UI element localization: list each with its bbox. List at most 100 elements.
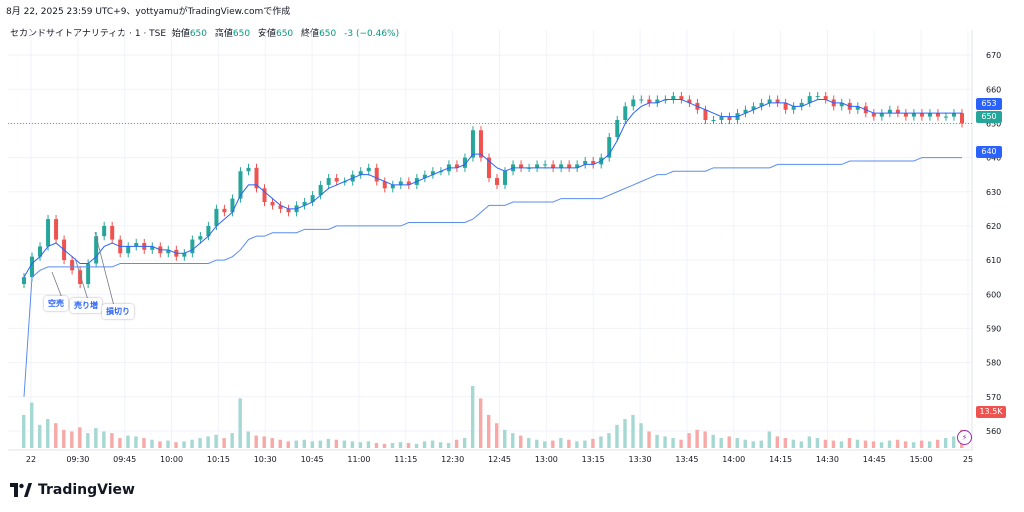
candle-body xyxy=(470,130,475,158)
candle-body xyxy=(94,236,99,264)
candle-body xyxy=(647,99,652,103)
volume-bar xyxy=(863,440,868,448)
candle-body xyxy=(591,161,596,165)
candle-body xyxy=(110,225,115,240)
price-tick-label: 580 xyxy=(986,359,1001,368)
candle-body xyxy=(382,181,387,189)
volume-bar xyxy=(823,439,828,448)
candle-body xyxy=(310,195,315,202)
volume-bar xyxy=(679,439,683,448)
candle-body xyxy=(198,236,203,240)
candle-body xyxy=(655,99,660,103)
candle-body xyxy=(871,113,876,117)
candle-body xyxy=(430,171,435,175)
volume-bar xyxy=(198,438,202,448)
annotation-add-short[interactable]: 売り増 xyxy=(70,298,102,313)
candle-body xyxy=(855,106,860,110)
candle-body xyxy=(262,188,267,202)
candle-body xyxy=(711,120,716,121)
candle-body xyxy=(687,99,692,103)
time-tick-label: 14:15 xyxy=(769,455,792,464)
volume-bar xyxy=(438,442,443,448)
price-tick-label: 650 xyxy=(986,119,1001,128)
tradingview-brand[interactable]: TradingView xyxy=(10,482,135,498)
candle-body xyxy=(462,157,467,168)
time-tick-label: 13:15 xyxy=(582,455,605,464)
price-tick-label: 630 xyxy=(986,188,1001,197)
vwap-last-badge: 640 xyxy=(976,146,1002,158)
volume-bar xyxy=(919,440,924,448)
volume-bar xyxy=(671,438,675,448)
brand-name: TradingView xyxy=(38,482,135,498)
volume-bar xyxy=(278,439,282,448)
candle-body xyxy=(775,99,780,103)
volume-bar xyxy=(254,435,258,448)
candle-body xyxy=(206,225,211,237)
volume-bar xyxy=(142,438,146,448)
volume-bar xyxy=(334,439,339,448)
time-tick-label: 13:00 xyxy=(535,455,558,464)
open-label: 始値 xyxy=(171,29,190,39)
candle-body xyxy=(334,178,339,182)
candle-body xyxy=(286,208,291,213)
candle-body xyxy=(567,164,572,168)
time-tick-label: 15:00 xyxy=(910,455,933,464)
volume-bar xyxy=(270,438,274,448)
price-tick-label: 640 xyxy=(986,154,1001,163)
volume-bar xyxy=(246,431,250,448)
high-label: 高値 xyxy=(214,29,233,39)
candle-body xyxy=(887,109,892,114)
volume-bar xyxy=(927,441,932,448)
candle-body xyxy=(102,225,107,237)
volume-bar xyxy=(791,439,796,448)
volume-bar xyxy=(54,423,58,448)
candle-body xyxy=(326,178,331,185)
candle-body xyxy=(727,116,732,120)
annotation-short[interactable]: 空売 xyxy=(44,296,68,311)
volume-bar xyxy=(238,398,242,448)
volume-bar xyxy=(366,441,371,448)
volume-bar xyxy=(358,442,363,448)
volume-bar xyxy=(583,440,587,448)
volume-bar xyxy=(687,433,691,448)
volume-bar xyxy=(703,431,707,448)
volume-bar xyxy=(62,429,66,448)
volume-bar xyxy=(527,438,531,448)
time-tick-label: 13:30 xyxy=(629,455,652,464)
volume-bar xyxy=(903,441,908,448)
candle-body xyxy=(783,102,788,110)
volume-bar xyxy=(46,419,50,448)
volume-bar xyxy=(575,441,579,448)
volume-bar xyxy=(751,441,755,448)
volume-bar xyxy=(294,440,298,448)
volume-bar xyxy=(599,436,603,448)
change-value: -3 (−0.46%) xyxy=(344,29,400,39)
volume-bar xyxy=(735,438,739,448)
time-tick-label: 11:00 xyxy=(347,455,370,464)
candle-body xyxy=(222,208,227,213)
volume-bar xyxy=(174,442,178,448)
moving-average-line xyxy=(23,99,962,278)
volume-bar xyxy=(486,414,491,448)
volume-bar xyxy=(382,443,387,448)
time-tick-label: 14:45 xyxy=(863,455,886,464)
volume-bar xyxy=(102,431,106,448)
volume-bar xyxy=(559,438,563,448)
annotation-pointer xyxy=(74,257,89,301)
volume-bar xyxy=(807,436,812,448)
candle-body xyxy=(519,164,524,168)
candle-body xyxy=(503,171,508,185)
volume-bar xyxy=(831,440,836,448)
volume-bar xyxy=(743,439,747,448)
candle-body xyxy=(559,164,564,168)
chart-caption: 8月 22, 2025 23:59 UTC+9、yottyamuがTrading… xyxy=(6,7,291,17)
annotation-stop-loss[interactable]: 損切り xyxy=(102,304,134,319)
lightning-icon[interactable]: ⚡ xyxy=(957,430,972,445)
volume-bar xyxy=(655,434,659,448)
candle-body xyxy=(911,113,916,117)
annotation-pointer xyxy=(94,231,115,307)
volume-bar xyxy=(326,438,331,448)
volume-bar xyxy=(887,440,892,448)
volume-bar xyxy=(126,435,130,448)
